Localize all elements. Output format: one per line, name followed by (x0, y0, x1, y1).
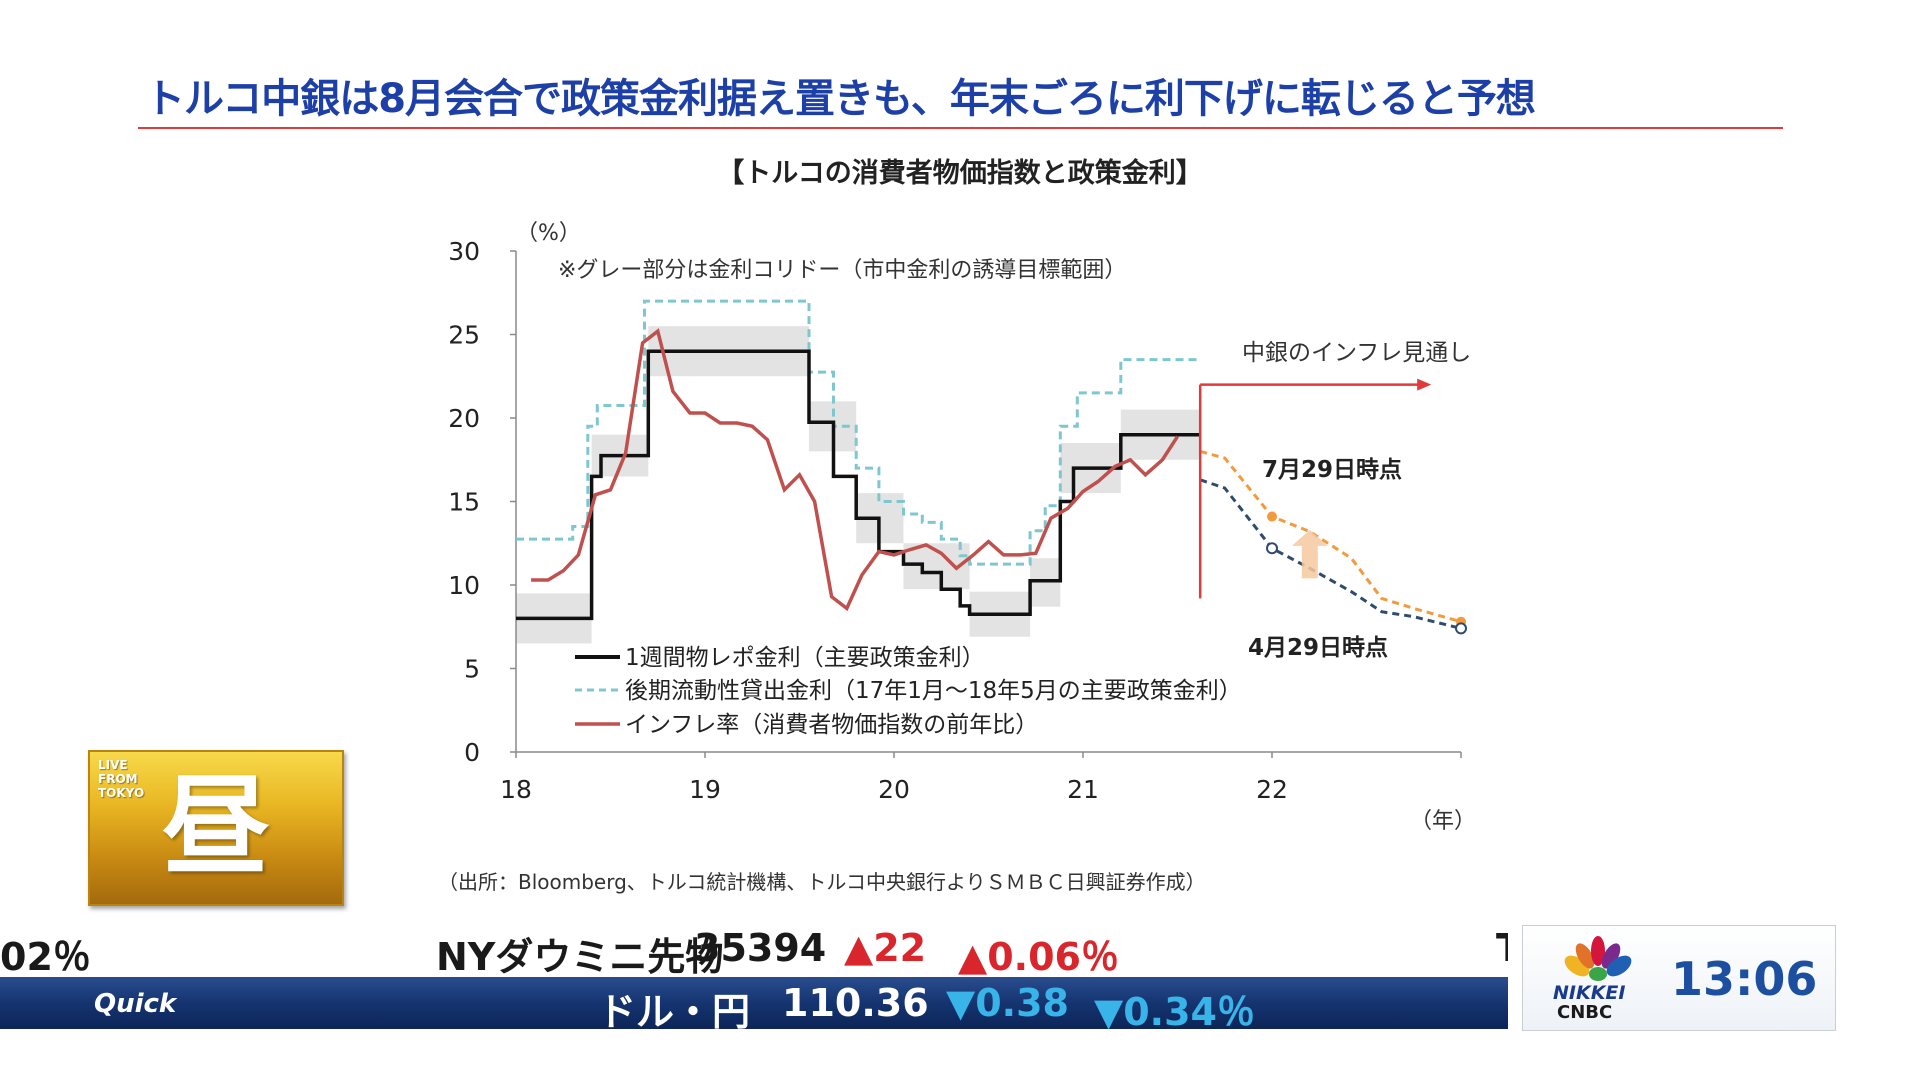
lending-rate-line (516, 299, 1201, 566)
ticker-top-value: 35394 (694, 926, 827, 970)
source-note: （出所：Bloomberg、トルコ統計機構、トルコ中央銀行よりＳＭＢＣ日興証券作… (438, 870, 1206, 894)
ticker-bottom: Quick ドル・円 110.36 ▼0.38 ▼0.34％ (0, 977, 1508, 1029)
legend-label-inflation: インフレ率（消費者物価指数の前年比） (625, 712, 1038, 738)
corridor-note: ※グレー部分は金利コリドー（市中金利の誘導目標範囲） (558, 258, 1126, 283)
clock-box: NIKKEI CNBC 13:06 (1522, 925, 1836, 1031)
apr-label: 4月29日時点 (1248, 635, 1388, 661)
legend-label-policy: 1週間物レポ金利（主要政策金利） (625, 645, 985, 671)
forecast-apr-marker (1455, 622, 1467, 635)
jul-label: 7月29日時点 (1262, 457, 1402, 483)
y-tick-label: 20 (448, 404, 480, 433)
peacock-logo-icon (1564, 936, 1632, 981)
x-tick-label: 22 (1256, 775, 1288, 804)
x-tick-label: 18 (500, 775, 532, 804)
x-unit-label: （年） (1410, 809, 1476, 834)
y-tick-label: 25 (448, 321, 480, 350)
inflation-line (531, 328, 1179, 612)
y-tick-label: 10 (448, 571, 480, 600)
forecast-apr-marker (1266, 542, 1278, 555)
outlook-label: 中銀のインフレ見通し (1242, 340, 1471, 366)
ticker-top-change: ▲22 (844, 926, 927, 970)
program-badge: 昼 LIVE FROM TOKYO (88, 750, 344, 906)
headline: トルコ中銀は8月会合で政策金利据え置きも、年末ごろに利下げに転じると予想 (145, 76, 1536, 122)
badge-live-text: LIVE FROM TOKYO (98, 758, 145, 800)
nikkei-brand: NIKKEI (1553, 982, 1626, 1004)
ticker-top-change-pct: ▲0.06％ (958, 935, 1119, 977)
headline-rule (138, 127, 1783, 129)
legend: 1週間物レポ金利（主要政策金利） 後期流動性貸出金利（17年1月～18年5月の主… (575, 645, 1242, 738)
ticker-top: 02％ NYダウミニ先物 35394 ▲22 ▲0.06％ T (0, 922, 1508, 977)
forecast-jul-marker (1267, 511, 1277, 522)
annotations: 中銀のインフレ見通し 7月29日時点 4月29日時点 (1198, 340, 1471, 661)
y-tick-label: 30 (448, 237, 480, 266)
outlook-arrow-head (1417, 378, 1432, 391)
forecast-apr-line (1199, 478, 1462, 630)
ticker-bottom-name: ドル・円 (598, 990, 751, 1029)
ticker-bottom-value: 110.36 (782, 981, 929, 1025)
ticker-prev-tail: 02％ (0, 935, 91, 977)
ticker-bottom-change: ▼0.38 (946, 981, 1069, 1025)
revision-up-arrow (1291, 529, 1328, 579)
chart-title: 【トルコの消費者物価指数と政策金利】 (717, 157, 1202, 189)
quick-logo: Quick (94, 989, 177, 1019)
cnbc-brand: CNBC (1557, 1002, 1613, 1023)
y-tick-label: 15 (448, 488, 480, 517)
axes: 0 5 10 15 20 25 30 18 19 20 21 22 (448, 237, 1462, 804)
y-unit-label: （%） (516, 221, 581, 246)
badge-kanji: 昼 (161, 765, 270, 890)
x-tick-label: 21 (1067, 775, 1099, 804)
x-tick-label: 19 (689, 775, 721, 804)
clock-time: 13:06 (1671, 952, 1818, 1006)
ticker-top-name: NYダウミニ先物 (436, 935, 724, 977)
series-lines (516, 299, 1467, 635)
x-tick-label: 20 (878, 775, 910, 804)
policy-rate-line (516, 349, 1201, 621)
ticker-bottom-change-pct: ▼0.34％ (1094, 990, 1255, 1029)
legend-label-lending: 後期流動性貸出金利（17年1月～18年5月の主要政策金利） (625, 678, 1242, 704)
y-tick-label: 0 (464, 738, 480, 767)
ticker-next-head: T (1496, 926, 1508, 970)
forecast-jul-line (1199, 449, 1462, 624)
y-tick-label: 5 (464, 655, 480, 684)
corridor-bands (516, 326, 1201, 644)
